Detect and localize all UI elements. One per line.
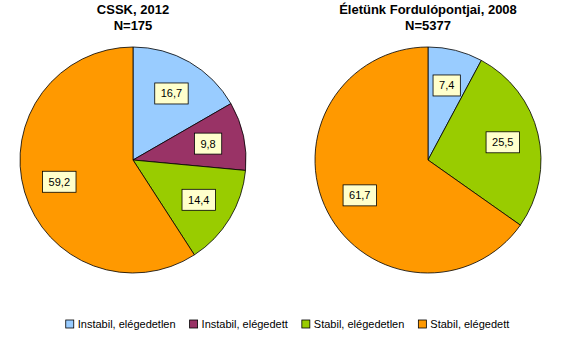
data-label: 59,2 [49,176,70,188]
pie-slice [133,104,246,171]
legend-marker [302,320,310,328]
pie-slice [315,47,520,273]
legend-label: Stabil, elégedett [430,318,509,330]
data-label: 25,5 [492,136,513,148]
legend-label: Instabil, elégedetlen [78,318,176,330]
chart-title: CSSK, 2012 [97,2,169,17]
legend-label: Stabil, elégedetlen [314,318,405,330]
data-label: 7,4 [439,79,454,91]
data-label: 14,4 [188,194,209,206]
data-label: 16,7 [161,87,182,99]
data-label-box [155,83,188,104]
pie-chart: Életünk Fordulópontjai, 2008N=5377 7,4 25,… [315,2,541,273]
data-label-box [194,133,221,154]
data-label-box [343,185,376,206]
legend-marker [418,320,426,328]
legend-label: Instabil, elégedett [202,318,288,330]
data-labels: 16,7 9,8 14,4 59,2 [43,83,222,210]
legend-marker [190,320,198,328]
chart-subtitle: N=175 [114,18,153,33]
data-label-box [486,132,519,153]
data-label-box [43,171,76,192]
data-labels: 7,4 25,5 61,7 [343,75,519,206]
chart-title: Életünk Fordulópontjai, 2008 [339,2,517,17]
pie-slice [20,47,194,273]
slices [315,47,541,273]
legend-marker [66,320,74,328]
chart-canvas: CSSK, 2012N=175 16,7 9,8 14,4 59,2 Életünk Fo… [0,0,575,348]
data-label: 61,7 [349,189,370,201]
pie-chart: CSSK, 2012N=175 16,7 9,8 14,4 59,2 [20,2,246,273]
legend: Instabil, elégedetlen Instabil, elégedett… [66,318,510,330]
chart-subtitle: N=5377 [405,18,451,33]
data-label-box [182,189,215,210]
data-label-box [433,75,460,96]
slices [20,47,246,273]
data-label: 9,8 [200,138,215,150]
